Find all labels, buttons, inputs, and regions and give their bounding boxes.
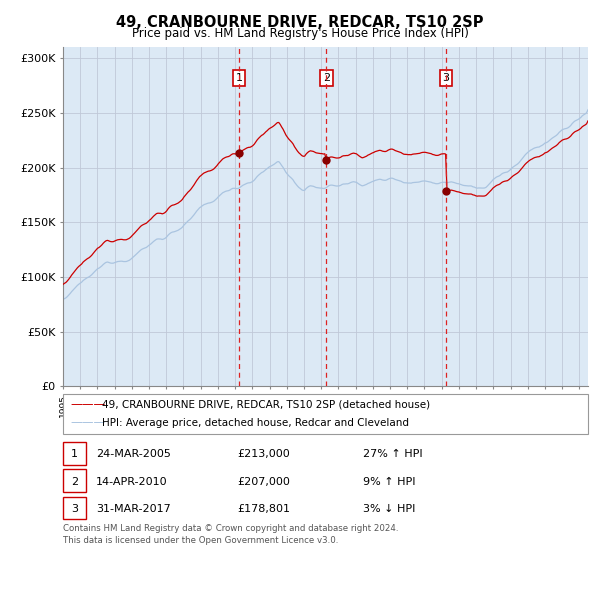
Text: 24-MAR-2005: 24-MAR-2005 [96, 450, 171, 460]
Text: £207,000: £207,000 [237, 477, 290, 487]
Text: 3: 3 [442, 73, 449, 83]
Text: 27% ↑ HPI: 27% ↑ HPI [363, 450, 422, 460]
Text: 1: 1 [71, 450, 78, 460]
Text: 49, CRANBOURNE DRIVE, REDCAR, TS10 2SP: 49, CRANBOURNE DRIVE, REDCAR, TS10 2SP [116, 15, 484, 30]
Text: 3: 3 [71, 504, 78, 514]
Text: 1: 1 [236, 73, 242, 83]
Text: 31-MAR-2017: 31-MAR-2017 [96, 504, 171, 514]
Text: £178,801: £178,801 [237, 504, 290, 514]
Text: £213,000: £213,000 [237, 450, 290, 460]
Text: HPI: Average price, detached house, Redcar and Cleveland: HPI: Average price, detached house, Redc… [102, 418, 409, 428]
Text: 49, CRANBOURNE DRIVE, REDCAR, TS10 2SP (detached house): 49, CRANBOURNE DRIVE, REDCAR, TS10 2SP (… [102, 399, 430, 409]
Text: ———: ——— [70, 417, 106, 430]
Text: This data is licensed under the Open Government Licence v3.0.: This data is licensed under the Open Gov… [63, 536, 338, 545]
Text: Price paid vs. HM Land Registry's House Price Index (HPI): Price paid vs. HM Land Registry's House … [131, 27, 469, 40]
Text: 14-APR-2010: 14-APR-2010 [96, 477, 167, 487]
Text: 2: 2 [323, 73, 330, 83]
Text: ———: ——— [70, 398, 106, 411]
Text: Contains HM Land Registry data © Crown copyright and database right 2024.: Contains HM Land Registry data © Crown c… [63, 524, 398, 533]
Text: 2: 2 [71, 477, 78, 487]
Text: 9% ↑ HPI: 9% ↑ HPI [363, 477, 415, 487]
Text: 3% ↓ HPI: 3% ↓ HPI [363, 504, 415, 514]
